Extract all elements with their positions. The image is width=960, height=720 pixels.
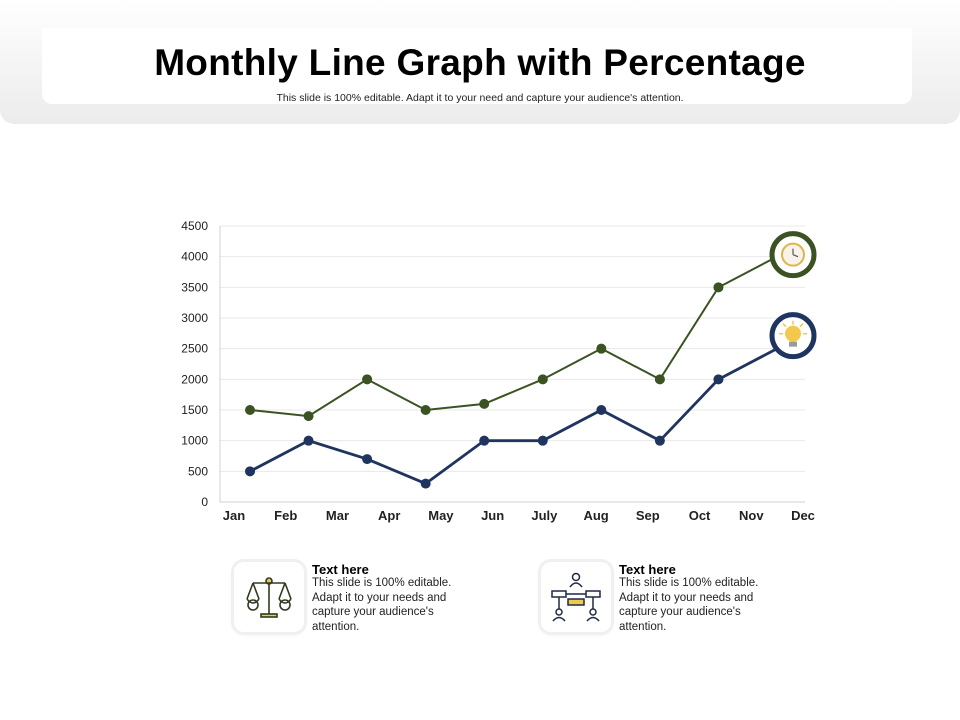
data-point — [479, 435, 490, 446]
info-body: This slide is 100% editable. Adapt it to… — [619, 577, 759, 633]
data-point — [362, 454, 373, 465]
data-point — [303, 411, 314, 422]
data-point — [537, 374, 548, 385]
lightbulb-ray — [799, 323, 804, 328]
data-point — [654, 435, 665, 446]
data-point — [654, 374, 665, 385]
x-tick-label: Aug — [583, 508, 608, 523]
x-tick-label: May — [428, 508, 454, 523]
info-body: This slide is 100% editable. Adapt it to… — [312, 577, 452, 633]
lightbulb-icon — [785, 325, 801, 342]
data-point — [362, 374, 373, 385]
y-tick-label: 1000 — [181, 434, 208, 448]
y-tick-label: 1500 — [181, 403, 208, 417]
x-tick-label: Apr — [378, 508, 400, 523]
series-line — [249, 255, 778, 418]
lightbulb-base — [789, 341, 797, 347]
data-point — [420, 405, 431, 415]
page-title: Monthly Line Graph with Percentage — [154, 42, 806, 83]
info-box-1: Text here This slide is 100% editable. A… — [234, 562, 494, 642]
scales-icon — [234, 562, 304, 632]
lightbulb-ray — [782, 323, 787, 328]
series-line — [249, 347, 778, 486]
clock-hand — [792, 254, 799, 258]
page-subtitle: This slide is 100% editable. Adapt it to… — [276, 92, 684, 104]
y-tick-label: 3000 — [181, 311, 208, 325]
y-tick-label: 500 — [188, 464, 208, 478]
info-box-2: Text here This slide is 100% editable. A… — [541, 562, 801, 642]
x-tick-label: Mar — [326, 508, 349, 523]
data-point — [713, 374, 724, 385]
y-tick-label: 0 — [201, 495, 208, 509]
y-tick-label: 2000 — [181, 372, 208, 386]
data-point — [537, 435, 548, 446]
data-point — [420, 478, 431, 489]
x-tick-label: Dec — [791, 508, 815, 523]
info-title: Text here — [312, 562, 369, 577]
data-point — [713, 282, 724, 293]
data-point — [245, 405, 255, 415]
x-tick-label: Feb — [274, 508, 297, 523]
data-point — [245, 466, 255, 477]
x-tick-label: Oct — [689, 508, 711, 523]
y-tick-label: 2500 — [181, 342, 208, 356]
x-tick-label: Nov — [739, 508, 764, 523]
x-tick-label: Jun — [481, 508, 504, 523]
x-tick-label: Sep — [636, 508, 660, 523]
header-card — [42, 28, 912, 104]
data-point — [596, 343, 607, 354]
info-title: Text here — [619, 562, 676, 577]
x-tick-label: Jan — [223, 508, 245, 523]
data-point — [479, 398, 490, 409]
data-point — [596, 405, 607, 415]
data-point — [303, 435, 314, 446]
y-tick-label: 4500 — [181, 219, 208, 233]
y-tick-label: 3500 — [181, 280, 208, 294]
team-network-icon — [541, 562, 611, 632]
x-tick-label: July — [531, 508, 558, 523]
y-tick-label: 4000 — [181, 250, 208, 264]
